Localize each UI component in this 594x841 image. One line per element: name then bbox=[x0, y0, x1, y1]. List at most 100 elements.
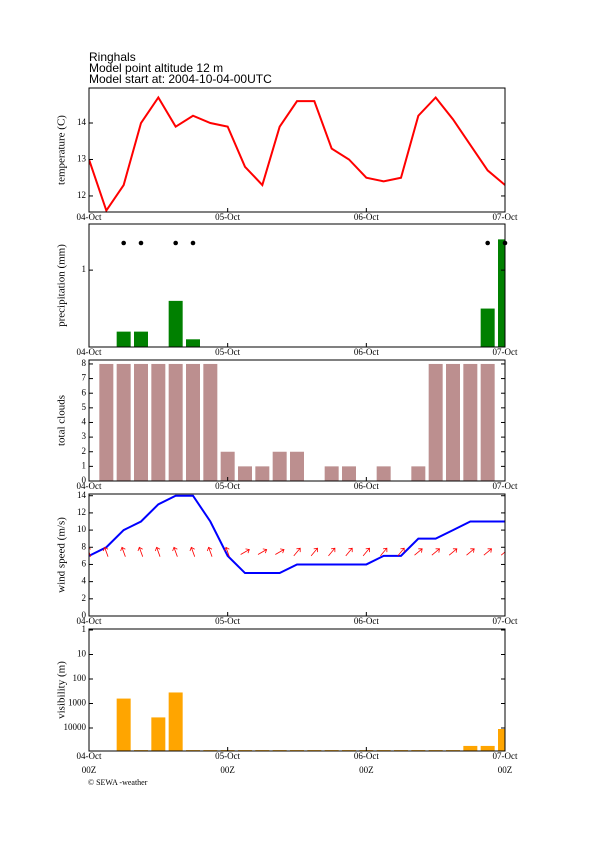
x-tick-label: 06-Oct bbox=[354, 616, 379, 626]
y-tick-label: 1 bbox=[82, 460, 87, 470]
panel-frame bbox=[88, 628, 506, 752]
wind-arrow bbox=[89, 546, 92, 557]
y-tick-label: 10000 bbox=[64, 722, 87, 732]
wind-arrow-shape bbox=[172, 546, 178, 557]
station-name: Ringhals bbox=[89, 50, 136, 64]
wind-arrow-shape bbox=[328, 547, 336, 557]
wind-arrow bbox=[448, 548, 458, 556]
x-tick-label: 05-Oct bbox=[215, 212, 240, 222]
x-tick-label: 05-Oct bbox=[215, 481, 240, 491]
wind-arrow bbox=[380, 547, 388, 557]
wind-arrow-shape bbox=[483, 548, 492, 556]
bar bbox=[290, 451, 304, 481]
bar bbox=[151, 363, 166, 481]
panel-frame bbox=[88, 223, 506, 348]
bar bbox=[463, 363, 478, 481]
panel-frame bbox=[88, 493, 506, 617]
panel bbox=[89, 494, 505, 575]
wind-arrow-shape bbox=[293, 547, 301, 557]
y-axis-label: visibility (m) bbox=[56, 661, 68, 719]
y-axis-label: precipitation (mm) bbox=[56, 244, 68, 327]
wind-arrow-shape bbox=[397, 547, 405, 557]
bar bbox=[99, 363, 114, 481]
bar bbox=[272, 451, 287, 481]
y-tick-label: 2 bbox=[82, 446, 87, 456]
wind-arrow bbox=[500, 548, 505, 556]
x-tick-label: 07-Oct bbox=[493, 212, 518, 222]
panel bbox=[99, 363, 495, 481]
bar bbox=[186, 363, 200, 481]
wind-arrow bbox=[431, 548, 440, 556]
x-tick-label: 04-Oct bbox=[77, 616, 102, 626]
x-tick-label: 06-Oct bbox=[354, 751, 379, 761]
x-tick-label: 06-Oct bbox=[354, 212, 379, 222]
wind-arrow bbox=[275, 548, 285, 555]
wind-arrow bbox=[257, 548, 268, 555]
panel-frame bbox=[88, 87, 506, 213]
bar bbox=[238, 466, 252, 481]
bar bbox=[428, 363, 443, 481]
bar bbox=[498, 239, 505, 347]
x-tick-label: 05-Oct bbox=[215, 751, 240, 761]
wind-arrow bbox=[414, 548, 423, 556]
x-tick-label: 07-Oct bbox=[493, 347, 518, 357]
wind-arrow bbox=[466, 548, 475, 556]
x-tick-sublabel: 00Z bbox=[498, 765, 513, 775]
bar bbox=[186, 339, 200, 347]
wind-arrow-shape bbox=[431, 548, 440, 556]
bar bbox=[168, 363, 183, 481]
bar bbox=[168, 300, 183, 347]
altitude: Model point altitude 12 m bbox=[89, 61, 223, 75]
wind-arrow bbox=[483, 548, 492, 556]
y-tick-label: 6 bbox=[82, 559, 87, 569]
y-tick-label: 8 bbox=[82, 358, 87, 368]
wind-arrow-shape bbox=[206, 546, 213, 557]
wind-arrow-shape bbox=[466, 548, 475, 556]
y-axis-label: temperature (C) bbox=[56, 115, 68, 185]
precip-marker bbox=[173, 240, 178, 246]
y-axis-label: wind speed (m/s) bbox=[56, 517, 68, 593]
bar bbox=[463, 745, 478, 751]
y-tick-label: 14 bbox=[77, 117, 87, 127]
y-tick-label: 4 bbox=[82, 417, 87, 427]
y-tick-label: 0 bbox=[82, 610, 87, 620]
wind-arrow-shape bbox=[500, 548, 505, 556]
data-line bbox=[89, 95, 505, 213]
wind-arrow bbox=[189, 546, 196, 557]
bar bbox=[151, 717, 166, 751]
wind-arrow bbox=[240, 548, 250, 555]
bar bbox=[342, 466, 356, 481]
wind-arrow bbox=[102, 546, 109, 557]
wind-arrow bbox=[120, 546, 126, 557]
y-tick-label: 100 bbox=[73, 673, 87, 683]
y-tick-label: 13 bbox=[77, 154, 87, 164]
panel bbox=[89, 95, 505, 213]
precip-marker bbox=[121, 240, 126, 246]
bar bbox=[411, 466, 426, 481]
bar bbox=[480, 745, 495, 751]
wind-arrow bbox=[137, 546, 144, 557]
bar bbox=[116, 698, 131, 751]
y-tick-label: 0 bbox=[82, 475, 87, 485]
model-start: Model start at: 2004-10-04-00UTC bbox=[89, 72, 272, 86]
x-tick-label: 04-Oct bbox=[77, 347, 102, 357]
bar bbox=[498, 728, 505, 751]
wind-arrow bbox=[362, 547, 370, 557]
wind-arrow-shape bbox=[414, 548, 423, 556]
bar bbox=[134, 363, 148, 481]
y-tick-label: 4 bbox=[82, 576, 87, 586]
wind-arrow-shape bbox=[189, 546, 196, 557]
x-tick-label: 06-Oct bbox=[354, 481, 379, 491]
y-tick-label: 12 bbox=[77, 190, 86, 200]
x-tick-label: 06-Oct bbox=[354, 347, 379, 357]
precip-marker bbox=[138, 240, 144, 246]
wind-arrow bbox=[328, 547, 336, 557]
wind-arrow-shape bbox=[120, 546, 126, 557]
y-tick-label: 1 bbox=[82, 624, 87, 634]
wind-arrow-shape bbox=[224, 546, 230, 557]
bar bbox=[168, 692, 183, 751]
x-tick-sublabel: 00Z bbox=[82, 765, 97, 775]
bar bbox=[203, 363, 218, 481]
y-axis-label: total clouds bbox=[56, 395, 68, 446]
bar bbox=[220, 451, 235, 481]
